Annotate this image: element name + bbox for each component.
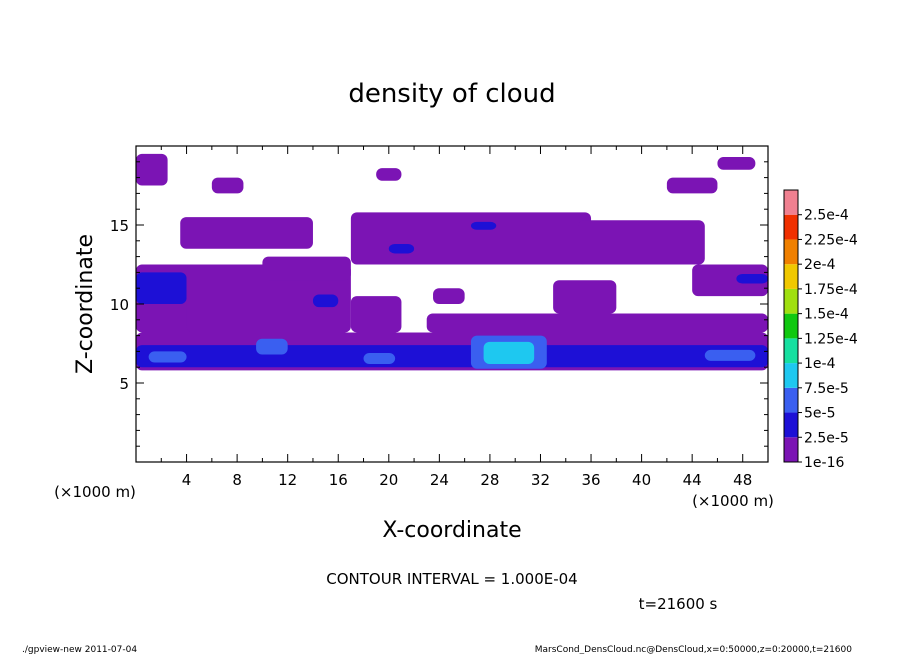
footer-right: MarsCond_DensCloud.nc@DensCloud,x=0:5000… — [535, 645, 852, 654]
x-axis: 4 8 12 16 20 24 28 32 36 40 44 48 — [160, 146, 752, 489]
x-tick-label: 24 — [430, 471, 449, 489]
x-tick-label: 48 — [733, 471, 752, 489]
x-tick-label: 8 — [232, 471, 242, 489]
time-label: t=21600 s — [639, 595, 718, 613]
density-region-23 — [136, 153, 168, 186]
density-region-20 — [736, 273, 768, 284]
colorbar-label: 1e-4 — [804, 356, 836, 372]
density-region-29 — [350, 296, 402, 333]
density-region-15 — [470, 221, 497, 230]
density-region-26 — [666, 177, 718, 194]
x-tick-label: 16 — [329, 471, 348, 489]
colorbar-frame — [783, 189, 799, 463]
density-region-17 — [262, 256, 351, 281]
chart-title: density of cloud — [348, 79, 555, 109]
density-region-12 — [312, 294, 339, 308]
density-region-13 — [350, 212, 592, 265]
x-tick-label: 12 — [278, 471, 297, 489]
colorbar-swatch — [784, 412, 798, 438]
x-tick-label: 28 — [480, 471, 499, 489]
x-unit-right: (×1000 m) — [692, 492, 774, 510]
y-tick-label: 10 — [110, 296, 129, 314]
colorbar-label: 1.25e-4 — [804, 331, 858, 347]
x-tick-label: 4 — [182, 471, 192, 489]
colorbar-swatch — [784, 288, 798, 314]
x-tick-label: 20 — [379, 471, 398, 489]
density-region-28 — [433, 288, 465, 304]
colorbar-swatch — [784, 313, 798, 339]
x-unit-left: (×1000 m) — [54, 483, 136, 501]
colorbar-label: 2.25e-4 — [804, 232, 858, 248]
x-tick-label: 40 — [632, 471, 651, 489]
density-region-5 — [256, 338, 288, 355]
density-region-18 — [578, 220, 705, 265]
colorbar-swatch — [784, 214, 798, 240]
colorbar-swatch — [784, 190, 798, 215]
colorbar: 1e-16 2.5e-5 5e-5 7.5e-5 1e-4 1.25e-4 1.5e-4 1.… — [783, 189, 858, 471]
colorbar-label: 1.5e-4 — [804, 307, 849, 323]
footer-left: ./gpview-new 2011-07-04 — [22, 645, 137, 654]
contour-interval: CONTOUR INTERVAL = 1.000E-04 — [326, 570, 577, 588]
density-region-21 — [426, 313, 768, 333]
density-region-8 — [363, 352, 396, 365]
colorbar-swatch — [784, 338, 798, 364]
y-axis: 5 10 15 — [110, 161, 768, 447]
y-axis-label: Z-coordinate — [73, 234, 98, 374]
density-region-14 — [388, 243, 415, 254]
plot-area — [136, 153, 768, 371]
colorbar-label: 1e-16 — [804, 455, 844, 471]
y-tick-label: 5 — [119, 375, 129, 393]
density-region-11 — [186, 264, 351, 333]
density-region-22 — [553, 280, 617, 314]
colorbar-label: 7.5e-5 — [804, 381, 849, 397]
colorbar-label: 2e-4 — [804, 257, 836, 273]
colorbar-label: 2.5e-5 — [804, 430, 849, 446]
colorbar-label: 5e-5 — [804, 406, 835, 422]
density-region-4 — [148, 351, 187, 363]
density-region-7 — [483, 341, 535, 365]
x-tick-label: 32 — [531, 471, 550, 489]
density-region-25 — [376, 168, 402, 181]
colorbar-swatch — [784, 437, 798, 462]
x-tick-label: 36 — [581, 471, 600, 489]
x-axis-label: X-coordinate — [382, 518, 521, 543]
density-region-2 — [136, 272, 187, 304]
colorbar-label: 2.5e-4 — [804, 208, 849, 224]
density-region-24 — [211, 177, 244, 194]
density-region-27 — [717, 157, 756, 170]
density-region-3 — [136, 345, 768, 368]
colorbar-swatch — [784, 264, 798, 289]
colorbar-label: 1.75e-4 — [804, 282, 858, 298]
y-tick-label: 15 — [110, 217, 129, 235]
density-region-19 — [692, 264, 768, 297]
colorbar-swatch — [784, 387, 798, 413]
x-tick-label: 44 — [683, 471, 702, 489]
density-region-16 — [180, 217, 313, 249]
colorbar-swatch — [784, 363, 798, 388]
density-region-9 — [704, 349, 756, 361]
colorbar-swatch — [784, 239, 798, 265]
